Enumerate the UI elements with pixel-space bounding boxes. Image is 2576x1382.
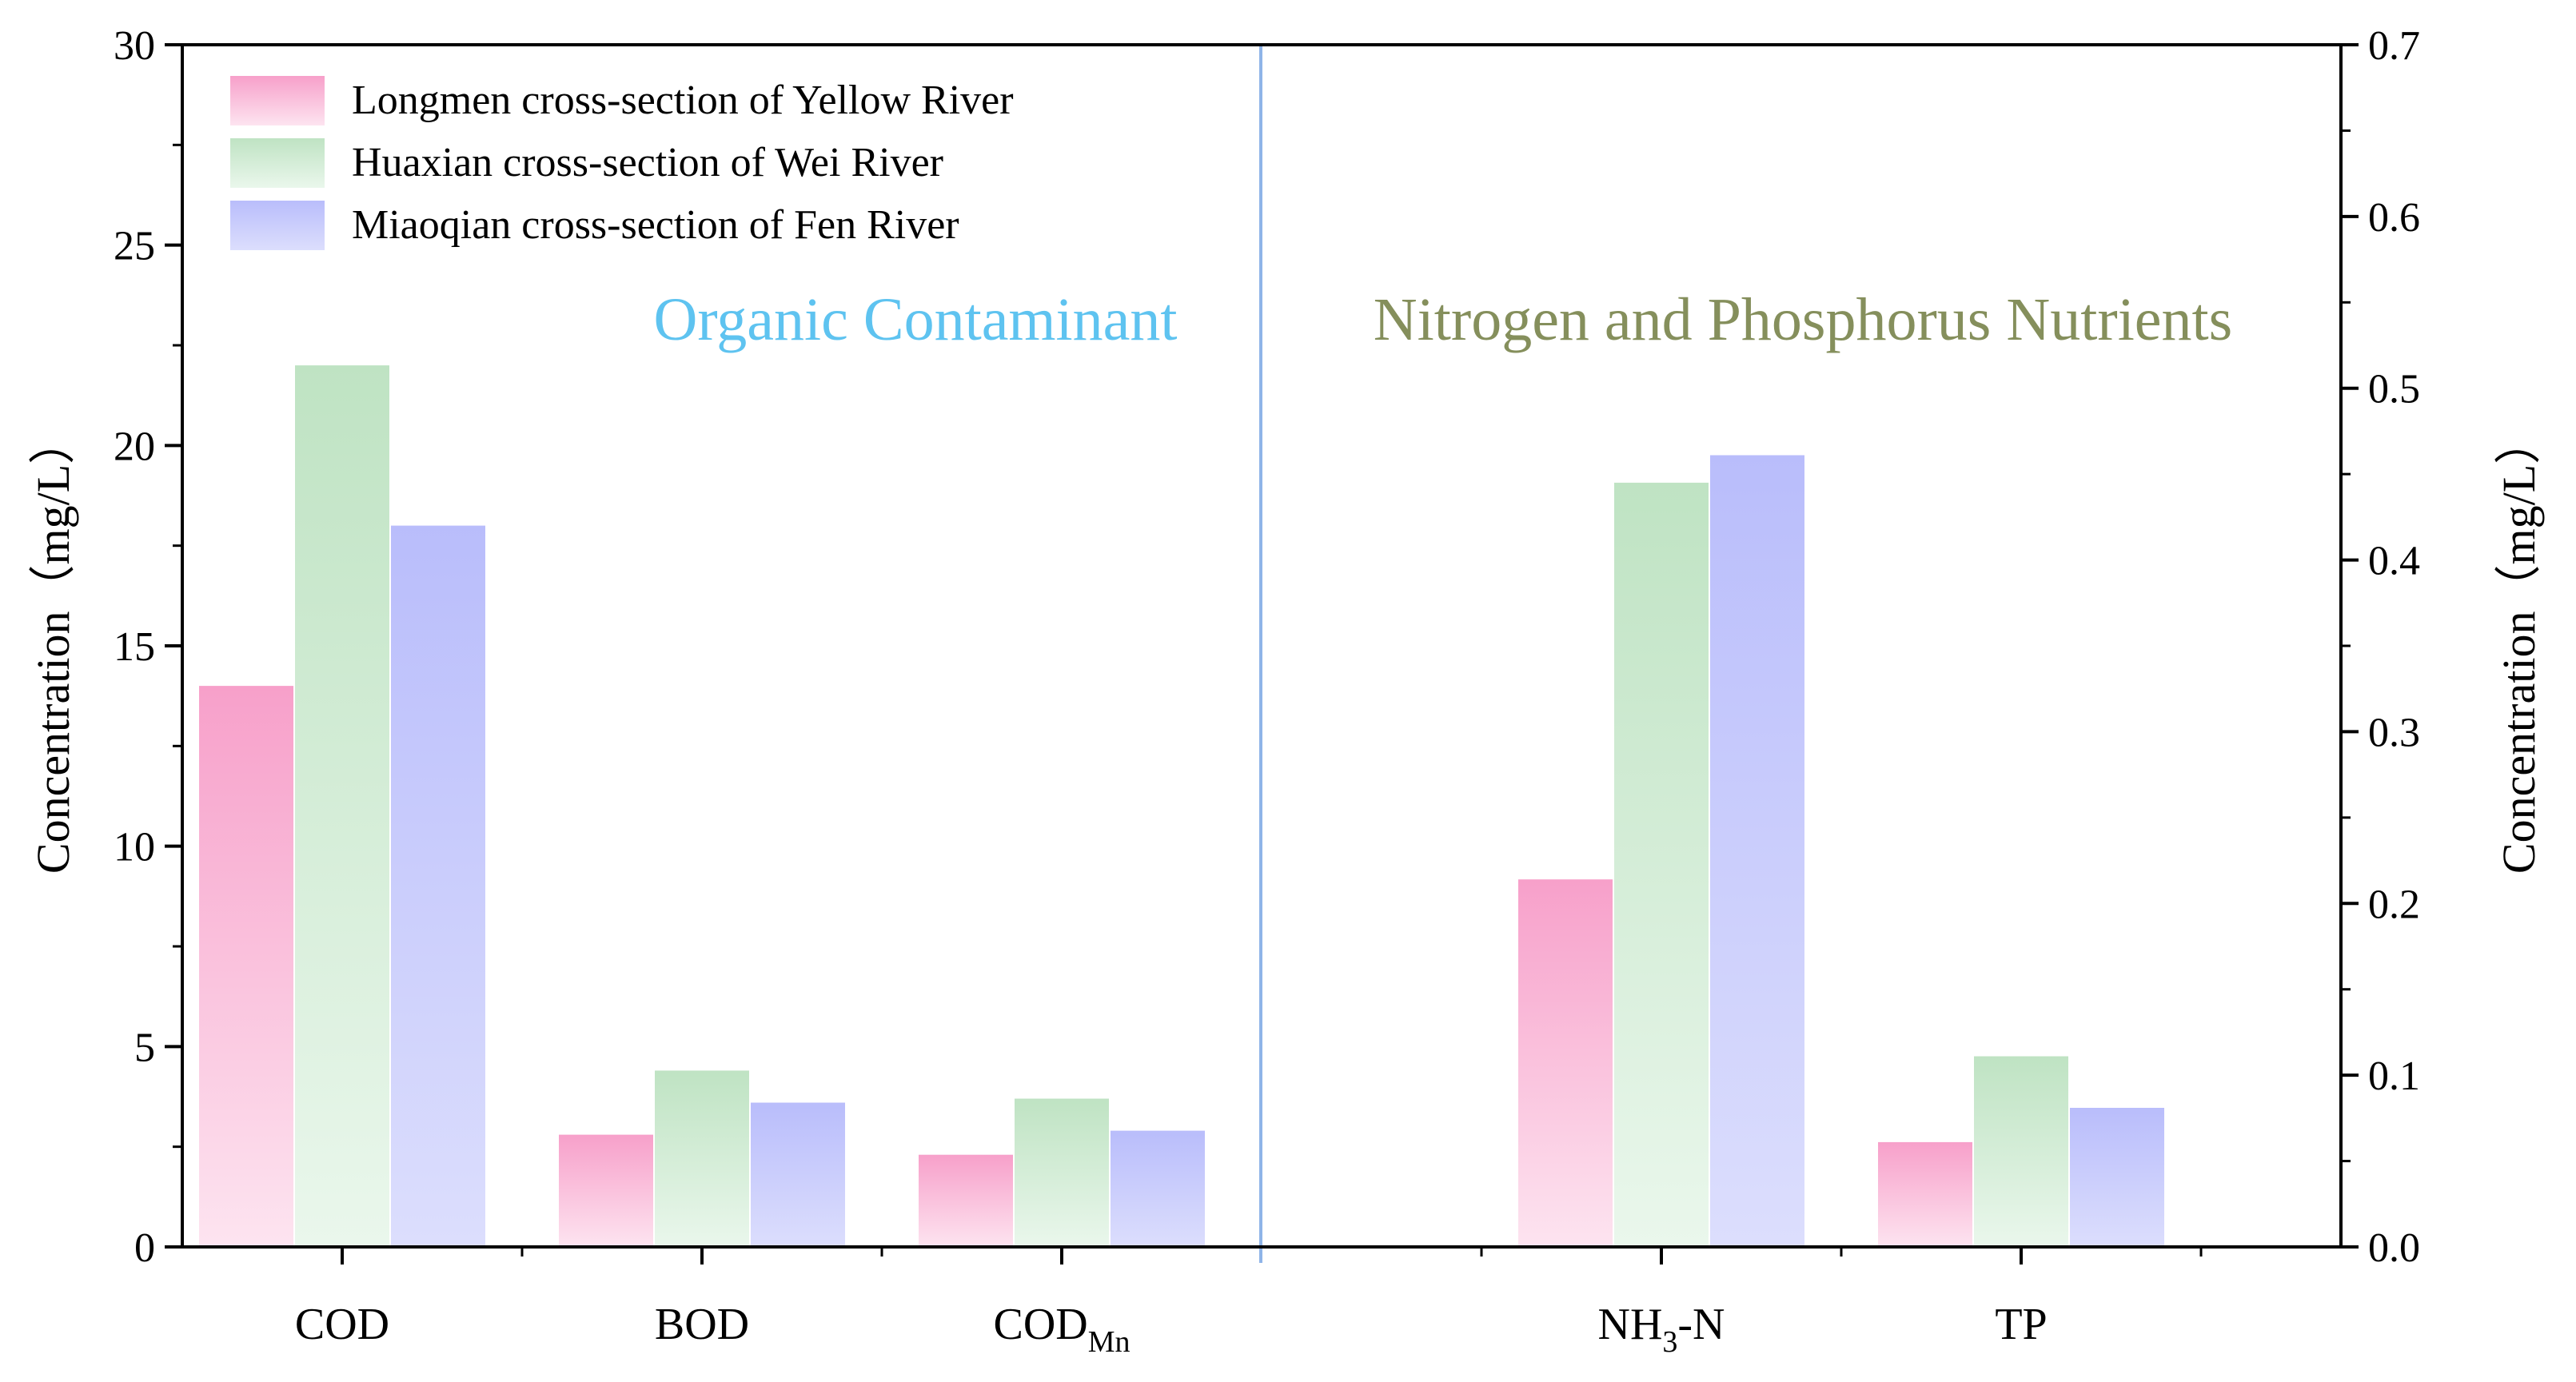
bar-CODMn-series-3 (1111, 1130, 1205, 1247)
bar-CODMn-series-2 (1015, 1098, 1109, 1247)
bar-TP-series-3 (2070, 1108, 2164, 1247)
left-axis-title: Concentration（mg/L） (27, 418, 79, 874)
bars-layer (199, 365, 2164, 1248)
legend-swatch-3 (230, 201, 325, 250)
right-tick-label: 0.0 (2368, 1225, 2420, 1271)
left-tick-label: 10 (114, 825, 155, 870)
section-title-nutrients: Nitrogen and Phosphorus Nutrients (1374, 286, 2232, 353)
legend-label-1: Longmen cross-section of Yellow River (352, 78, 1014, 123)
right-tick-label: 0.6 (2368, 195, 2420, 241)
labels-layer: 0 5 10 15 20 25 30 0.0 0.1 0.2 0.3 0.4 0.5 0.6 0.7 COD B… (27, 23, 2545, 1359)
left-tick-label: 5 (134, 1025, 155, 1070)
category-label-NH3N: NH3-N (1598, 1300, 1725, 1359)
category-label-BOD: BOD (655, 1300, 749, 1349)
left-tick-label: 25 (114, 224, 155, 269)
bar-TP-series-1 (1878, 1141, 1972, 1247)
right-tick-label: 0.2 (2368, 882, 2420, 927)
category-label-CODMn: CODMn (993, 1300, 1130, 1359)
bar-NH3N-series-2 (1614, 482, 1709, 1247)
bar-COD-series-2 (295, 365, 389, 1248)
legend-swatch-2 (230, 138, 325, 188)
right-tick-label: 0.5 (2368, 367, 2420, 412)
right-tick-label: 0.7 (2368, 23, 2420, 69)
right-axis-title: Concentration（mg/L） (2493, 418, 2545, 874)
left-tick-label: 0 (134, 1225, 155, 1271)
bar-BOD-series-2 (655, 1070, 749, 1247)
left-tick-label: 20 (114, 424, 155, 469)
bar-COD-series-1 (199, 686, 293, 1247)
bar-COD-series-3 (391, 525, 485, 1247)
axes-layer (165, 43, 2359, 1265)
bar-BOD-series-1 (559, 1134, 653, 1247)
category-label-TP: TP (1995, 1300, 2047, 1349)
bar-NH3N-series-3 (1710, 455, 1804, 1247)
category-label-COD: COD (295, 1300, 389, 1349)
right-tick-label: 0.3 (2368, 710, 2420, 755)
bar-BOD-series-3 (751, 1102, 845, 1247)
legend-label-3: Miaoqian cross-section of Fen River (352, 202, 959, 248)
right-tick-label: 0.4 (2368, 539, 2420, 584)
legend-swatch-1 (230, 76, 325, 125)
section-title-organic: Organic Contaminant (653, 286, 1177, 353)
legend-label-2: Huaxian cross-section of Wei River (352, 140, 943, 185)
left-tick-label: 15 (114, 624, 155, 670)
bar-CODMn-series-1 (919, 1154, 1013, 1247)
bar-NH3N-series-1 (1518, 879, 1613, 1247)
legend: Longmen cross-section of Yellow River Hua… (230, 76, 1014, 250)
left-tick-label: 30 (114, 23, 155, 69)
bar-TP-series-2 (1974, 1056, 2068, 1247)
right-tick-label: 0.1 (2368, 1053, 2420, 1099)
